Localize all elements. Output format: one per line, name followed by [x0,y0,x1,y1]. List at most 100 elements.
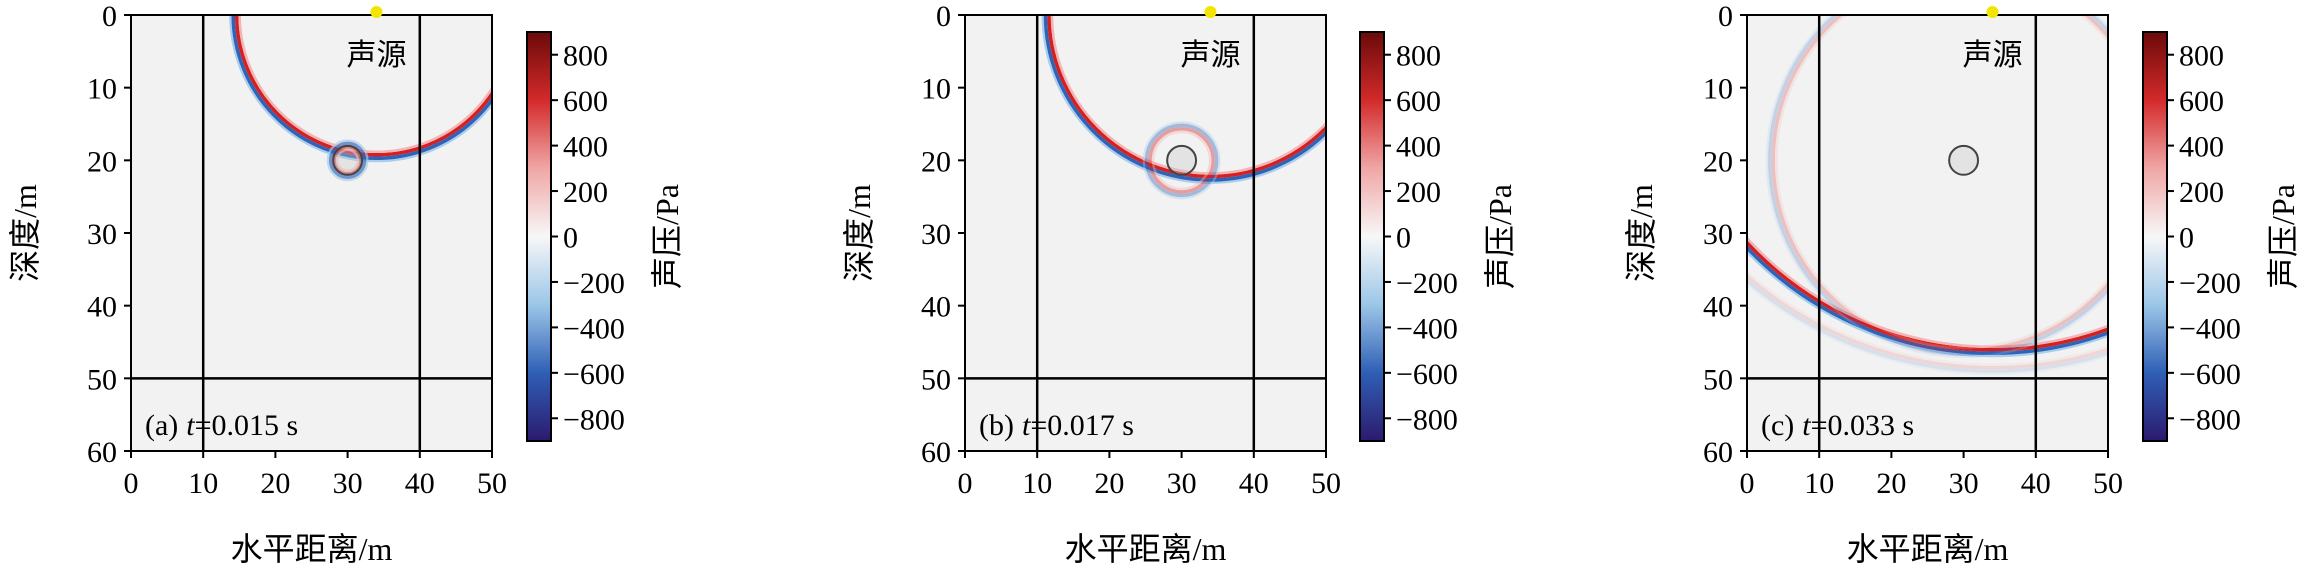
y-tick-label: 30 [1703,218,1733,251]
x-tick-label: 20 [1876,467,1906,500]
colorbar-bar [2142,31,2168,442]
panel-annotation: (a) t=0.015 s [145,409,298,442]
pressure-field [1747,15,2108,376]
wavefront-halo-inner [1747,270,2108,366]
wavefront-halo-inner [1050,15,1326,175]
panel-label: (a) [145,409,178,442]
x-tick-label: 10 [1804,467,1834,500]
wavefront-halo-inner [1747,236,2108,348]
y-axis-label: 深度/m [7,184,43,282]
x-tick-label: 20 [1094,467,1124,500]
time-value: =0.017 s [1030,409,1134,442]
panel-label: (c) [1761,409,1794,442]
wavefront-0 [1041,15,1326,184]
obstacle-circle [1166,144,1198,176]
x-tick-label: 50 [2093,467,2123,500]
colorbar-tick-label: −800 [563,403,625,436]
y-tick-label: 20 [87,145,117,178]
x-tick-label: 30 [333,467,363,500]
wavefront-halo-outer [1142,121,1221,200]
source-marker [1986,6,1999,18]
x-tick-label: 50 [1311,467,1341,500]
colorbar-tick-label: −200 [1396,267,1458,300]
obstacle-circle [332,144,364,176]
panel-b: 声源(b) t=0.017 s0 10 20 30 40 500102030405060深度… [841,0,1518,565]
panel-label: (b) [979,409,1014,442]
colorbar-tick-label: 400 [563,131,608,164]
y-tick-label: 60 [1703,436,1733,469]
wavefront-positive [1771,15,2108,353]
y-tick-label: 30 [87,218,117,251]
colorbar-tick-label: 0 [563,222,578,255]
wavefront-negative [328,141,367,180]
wavefront-positive [1047,15,1326,179]
colorbar-tick-label: 600 [2179,85,2224,118]
y-tick-label: 60 [921,436,951,469]
wavefront-positive [234,15,492,157]
plot-background [1747,15,2108,451]
panel-c: 声源(c) t=0.033 s0 10 20 30 40 500102030405060深度… [1623,0,2301,565]
time-variable: t [1022,409,1031,442]
wavefront-halo-outer [1747,249,2108,358]
wavefront-halo-inner [1775,15,2108,349]
colorbar-tick-label: 200 [2179,176,2224,209]
x-tick-label: 10 [188,467,218,500]
wavefront-0 [1747,236,2108,358]
wavefront-positive [1747,273,2108,370]
x-tick-label: 30 [1167,467,1197,500]
colorbar-tick-label: 200 [1396,176,1441,209]
colorbar-tick-label: −800 [2179,403,2241,436]
wavefront-2 [1747,270,2108,376]
x-axis-label: 水平距离/m [231,531,393,565]
colorbar-tick-label: 0 [2179,222,2194,255]
y-tick-label: 10 [921,73,951,106]
colorbar-tick-label: 0 [1396,222,1411,255]
colorbar-tick-label: −200 [563,267,625,300]
colorbar-tick-label: −400 [1396,312,1458,345]
colorbar-tick-label: −600 [1396,358,1458,391]
source-label: 声源 [346,39,406,72]
obstacle-circle [1948,144,1980,176]
y-tick-label: 10 [1703,73,1733,106]
y-tick-label: 0 [1718,0,1733,33]
y-tick-label: 50 [87,363,117,396]
source-marker [370,6,383,18]
colorbar-tick-label: 600 [563,85,608,118]
colorbar-tick-label: 200 [563,176,608,209]
y-tick-label: 40 [87,291,117,324]
wavefront-1 [1765,15,2108,359]
time-variable: t [186,409,195,442]
colorbar-label: 声压/Pa [1482,184,1518,289]
colorbar-tick-label: 800 [563,40,608,73]
colorbar: 800 600 400 200 0 −200 −400 −600 −800 声压/Pa [1359,31,1518,442]
wavefront-negative [1768,15,2108,356]
colorbar: 800 600 400 200 0 −200 −400 −600 −800 声压/Pa [2142,31,2301,442]
panel-annotation: (b) t=0.017 s [979,409,1134,442]
wavefront-negative [231,15,492,160]
wavefront-halo-inner [1151,130,1212,191]
wavefront-halo-outer [1765,15,2108,359]
wavefront-negative [1747,245,2108,355]
wavefront-halo-inner [238,15,492,153]
wavefront-negative [1043,15,1326,182]
wavefront-halo-outer [1041,15,1326,184]
colorbar-tick-label: −800 [1396,403,1458,436]
y-tick-label: 40 [1703,291,1733,324]
x-tick-label: 0 [1740,467,1755,500]
colorbar-tick-label: 400 [2179,131,2224,164]
pressure-field [1041,15,1326,200]
wavefront-halo-outer [229,15,492,163]
x-tick-label: 0 [124,467,139,500]
colorbar-tick-label: 800 [2179,40,2224,73]
source-marker [1204,6,1217,18]
wavefront-negative [1144,123,1219,198]
x-tick-label: 40 [1239,467,1269,500]
time-variable: t [1802,409,1811,442]
colorbar-tick-label: 800 [1396,40,1441,73]
y-tick-label: 0 [936,0,951,33]
x-tick-label: 50 [477,467,507,500]
y-tick-label: 30 [921,218,951,251]
y-tick-label: 40 [921,291,951,324]
wavefront-negative [1747,278,2108,373]
